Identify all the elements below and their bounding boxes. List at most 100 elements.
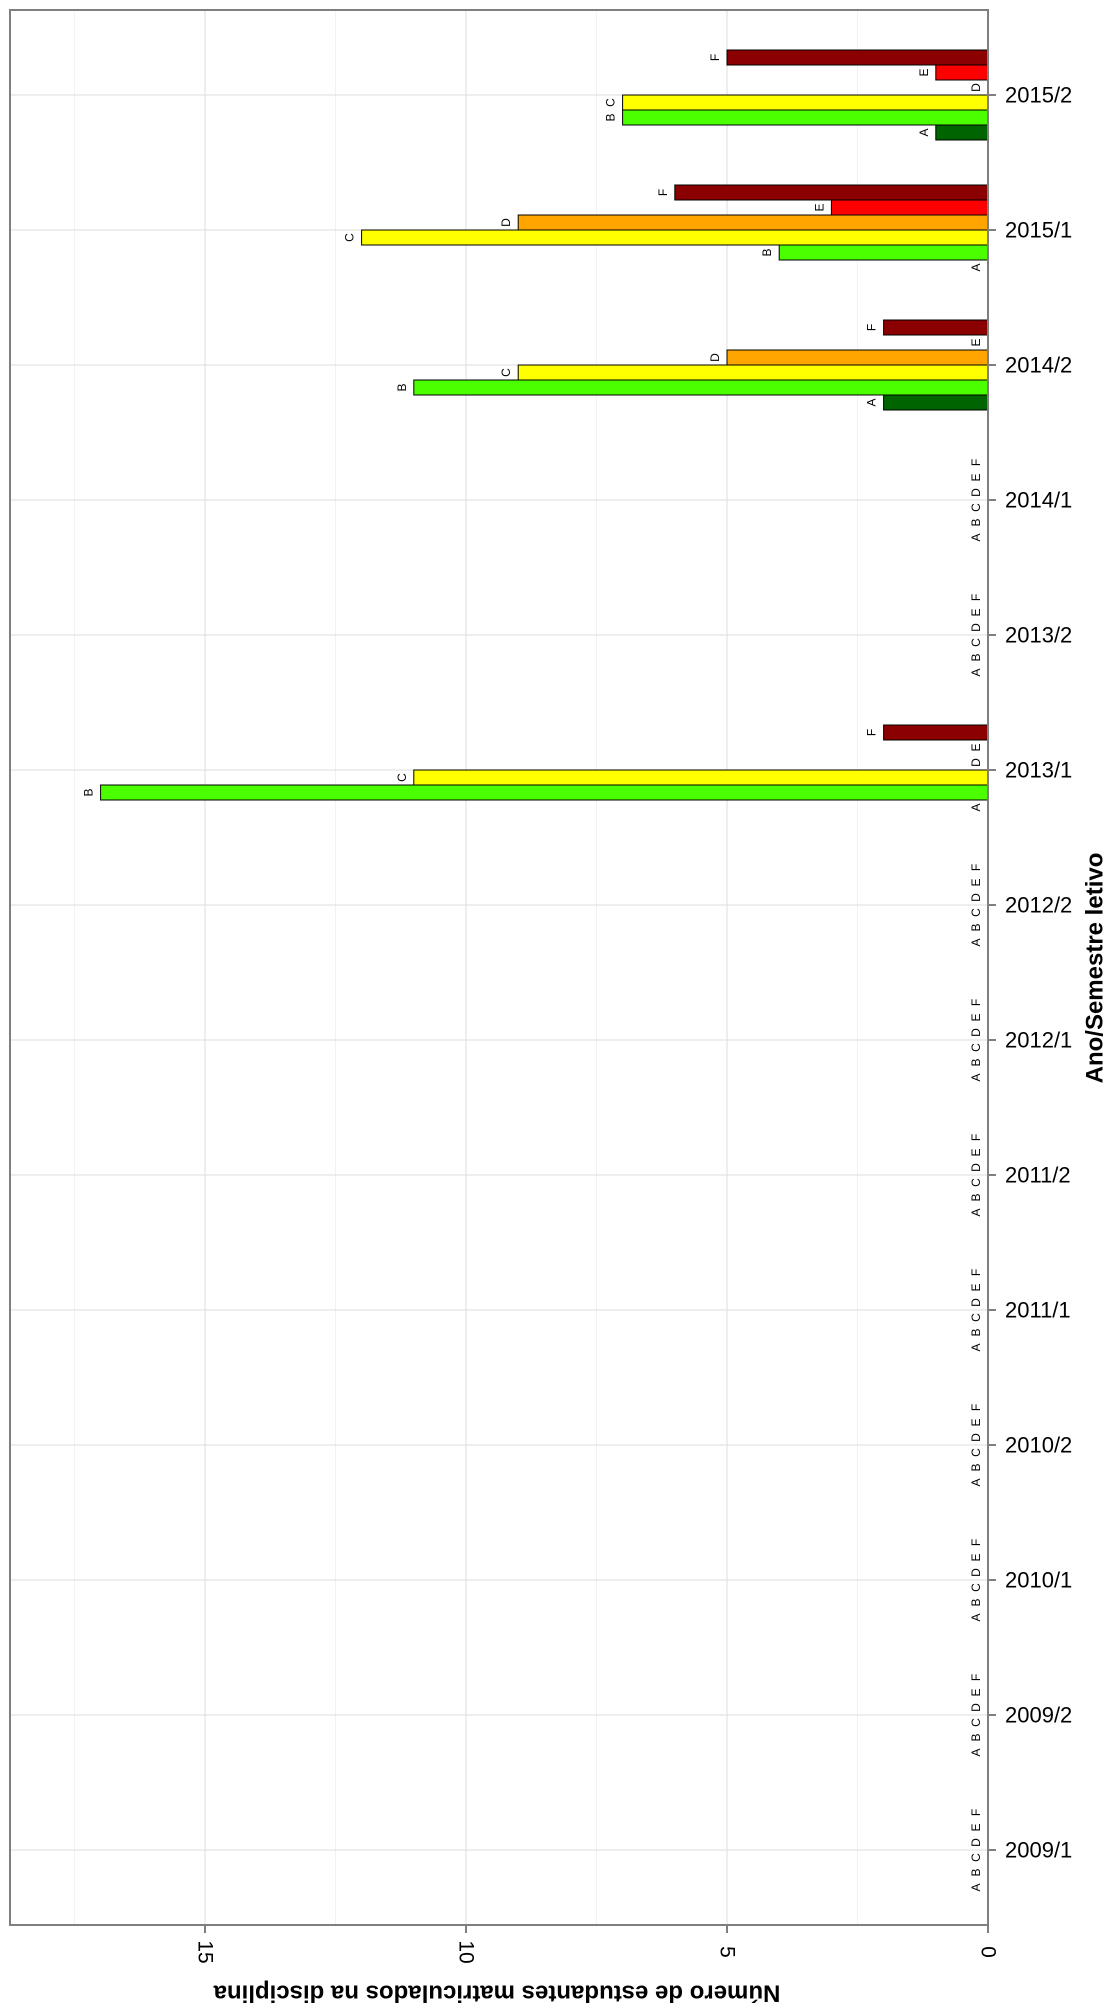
bar-series-label: F xyxy=(969,999,983,1006)
bar-series-label: B xyxy=(760,248,774,256)
bar-series-label: B xyxy=(969,1463,983,1471)
bar-series-label: E xyxy=(812,203,826,211)
bar-series-label: C xyxy=(969,1313,983,1322)
plot-panel-border xyxy=(9,9,989,1926)
category-tick-label: 2010/2 xyxy=(1005,1433,1072,1458)
bar-series-label: A xyxy=(969,1343,983,1351)
bar xyxy=(726,49,989,66)
bar-series-label: B xyxy=(969,653,983,661)
bar-series-label: B xyxy=(969,1733,983,1741)
bar-series-label: D xyxy=(969,83,983,92)
x-axis-title: Ano/Semestre letivo xyxy=(1082,853,1109,1084)
category-tick-label: 2011/1 xyxy=(1005,1298,1071,1323)
bar-series-label: A xyxy=(969,1478,983,1486)
bar-series-label: C xyxy=(499,368,513,377)
category-tick-label: 2014/2 xyxy=(1005,353,1072,378)
bar xyxy=(517,214,989,231)
bar-series-label: F xyxy=(865,324,879,331)
bar-series-label: A xyxy=(969,1883,983,1891)
bar-series-label: D xyxy=(499,218,513,227)
bar-series-label: F xyxy=(969,1269,983,1276)
category-tick-label: 2013/2 xyxy=(1005,623,1072,648)
bar-series-label: F xyxy=(708,54,722,61)
bar-series-label: F xyxy=(969,459,983,466)
category-tick-label: 2011/2 xyxy=(1005,1163,1071,1188)
axis-layer: 0 5 10 15 2009/1 2009/2 2010/1 2010/2 2011/1 2011… xyxy=(194,83,1073,1964)
bar-series-label: A xyxy=(969,1073,983,1081)
bar-series-label: C xyxy=(343,233,357,242)
bar-series-label: B xyxy=(969,1868,983,1876)
bar-series-label: D xyxy=(969,488,983,497)
bar-series-label: B xyxy=(969,1328,983,1336)
bar-series-label: E xyxy=(969,1283,983,1291)
bar xyxy=(622,94,989,111)
bar-series-label: E xyxy=(969,1418,983,1426)
bar-series-label: C xyxy=(969,1448,983,1457)
bar-series-label: B xyxy=(604,113,618,121)
bar-series-label: B xyxy=(969,518,983,526)
bar-series-label: A xyxy=(969,263,983,271)
bar-series-label: F xyxy=(969,594,983,601)
bar-series-label: B xyxy=(395,383,409,391)
bar-series-label: C xyxy=(969,1178,983,1187)
bar-series-label: F xyxy=(969,1134,983,1141)
bar xyxy=(100,784,989,801)
bar-series-label: D xyxy=(969,1433,983,1442)
bar-series-label: E xyxy=(969,1148,983,1156)
bar-series-label: F xyxy=(865,729,879,736)
bar-series-label: D xyxy=(969,893,983,902)
bar-series-label: C xyxy=(604,98,618,107)
value-tick-label: 5 xyxy=(716,1946,739,1958)
bar-series-label: C xyxy=(969,1718,983,1727)
category-tick-label: 2014/1 xyxy=(1005,488,1072,513)
category-tick-label: 2015/2 xyxy=(1005,83,1072,108)
category-tick-label: 2009/2 xyxy=(1005,1703,1072,1728)
bar-series-label: D xyxy=(969,758,983,767)
bar-series-label: D xyxy=(969,1028,983,1037)
bar xyxy=(413,379,989,396)
bar xyxy=(622,109,989,126)
grid-layer xyxy=(10,10,989,1925)
bar xyxy=(935,124,989,141)
bar-series-label: A xyxy=(917,128,931,136)
bar-series-label: F xyxy=(969,864,983,871)
bar-series-label: A xyxy=(969,533,983,541)
bar-series-label: E xyxy=(969,473,983,481)
bar-series-label: F xyxy=(969,1674,983,1681)
bar-series-label: C xyxy=(969,1583,983,1592)
bar-series-label: D xyxy=(969,1163,983,1172)
x-axis-title-group: Ano/Semestre letivo xyxy=(1082,853,1109,1084)
y-axis-title-group: Número de estudantes matriculados na dis… xyxy=(213,1980,780,2007)
bar-series-label: E xyxy=(969,1688,983,1696)
bar-series-label: B xyxy=(82,788,96,796)
bar-series-label: E xyxy=(969,878,983,886)
category-tick-label: 2009/1 xyxy=(1005,1838,1072,1863)
bar-series-label: C xyxy=(969,1043,983,1052)
bar-series-label: C xyxy=(969,503,983,512)
bar-series-label: A xyxy=(969,668,983,676)
bar-series-label: A xyxy=(969,803,983,811)
category-tick-label: 2012/2 xyxy=(1005,893,1072,918)
bar xyxy=(883,724,989,741)
bar-series-label: D xyxy=(969,1838,983,1847)
value-tick-label: 10 xyxy=(455,1940,478,1963)
bar-series-label: C xyxy=(395,773,409,782)
bars-layer: ABCDEFABCDEFABCDEFABCDEFABCDEFABCDEFABCD… xyxy=(82,49,989,1892)
bar-series-label: D xyxy=(969,1568,983,1577)
bar xyxy=(778,244,989,261)
bar-series-label: F xyxy=(969,1404,983,1411)
bar-series-label: D xyxy=(708,353,722,362)
bar xyxy=(935,64,989,81)
bar-series-label: C xyxy=(969,638,983,647)
bar-series-label: D xyxy=(969,1703,983,1712)
bar-series-label: A xyxy=(969,938,983,946)
bar-series-label: E xyxy=(969,743,983,751)
bar xyxy=(517,364,989,381)
bar-series-label: E xyxy=(969,1553,983,1561)
bar-series-label: C xyxy=(969,908,983,917)
bar-series-label: A xyxy=(969,1208,983,1216)
bar xyxy=(883,319,989,336)
bar xyxy=(413,769,989,786)
value-tick-label: 15 xyxy=(194,1940,217,1963)
